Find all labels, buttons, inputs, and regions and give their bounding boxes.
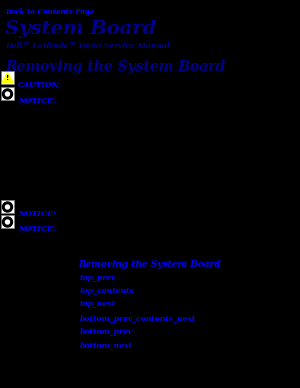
Text: bottom_prev_contents_next: bottom_prev_contents_next (80, 315, 196, 323)
Text: bottom_prev: bottom_prev (80, 328, 133, 336)
Circle shape (2, 202, 13, 212)
Text: top_contents: top_contents (80, 287, 135, 295)
Text: bottom_next: bottom_next (80, 341, 133, 349)
FancyBboxPatch shape (1, 200, 14, 213)
FancyBboxPatch shape (1, 87, 14, 100)
Text: CAUTION:: CAUTION: (18, 81, 62, 89)
Text: NOTICE:: NOTICE: (18, 210, 56, 218)
Text: top_next: top_next (80, 300, 116, 308)
Text: Back to Contents Page: Back to Contents Page (5, 8, 94, 16)
Circle shape (2, 89, 13, 99)
Circle shape (5, 92, 10, 96)
Text: !: ! (6, 76, 9, 81)
FancyBboxPatch shape (1, 71, 14, 84)
Text: Removing the System Board: Removing the System Board (5, 60, 225, 74)
Text: top_prev: top_prev (80, 274, 116, 282)
Circle shape (2, 217, 13, 227)
Text: NOTICE:: NOTICE: (18, 225, 56, 233)
Text: NOTICE:: NOTICE: (18, 97, 56, 105)
Text: Dell™ Latitude™ D600 Service Manual: Dell™ Latitude™ D600 Service Manual (5, 42, 170, 50)
Circle shape (5, 205, 10, 209)
Circle shape (5, 220, 10, 224)
Text: System Board: System Board (5, 20, 156, 38)
Text: Removing the System Board: Removing the System Board (79, 260, 221, 269)
Polygon shape (2, 73, 13, 83)
FancyBboxPatch shape (1, 215, 14, 228)
